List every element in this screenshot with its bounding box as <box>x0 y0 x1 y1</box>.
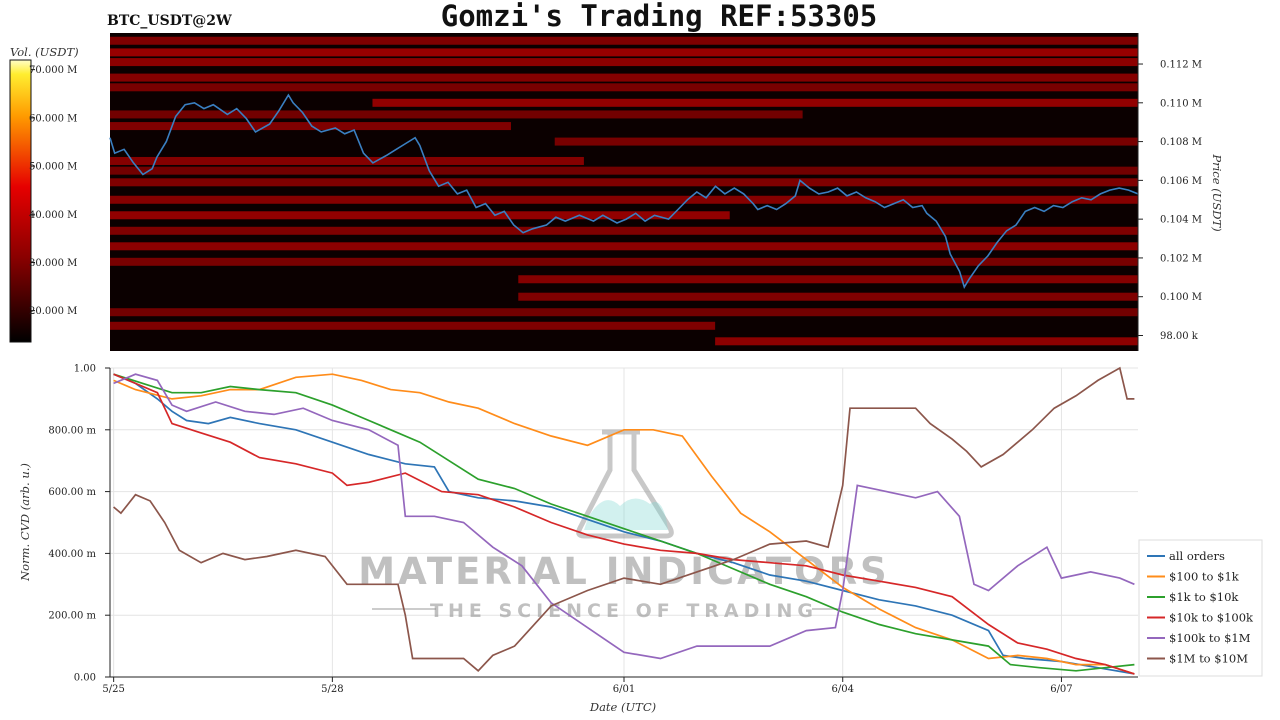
heatmap-y-axis-label: Price (USDT) <box>1210 153 1224 231</box>
cvd-series-line <box>113 373 1135 675</box>
heatmap-band <box>110 308 1138 317</box>
cvd-y-tick-label: 400.00 m <box>48 549 96 560</box>
heatmap-band <box>715 337 1138 346</box>
cvd-series-line <box>113 373 1135 675</box>
price-line-series <box>109 93 1139 289</box>
heatmap-y-tick-label: 0.102 M <box>1160 253 1202 264</box>
colorbar-tick-label: 20.000 M <box>29 306 77 317</box>
watermark: MATERIAL INDICATORS THE SCIENCE OF TRADI… <box>358 429 889 622</box>
heatmap-band <box>110 156 584 165</box>
colorbar-gradient <box>9 59 32 343</box>
cvd-y-tick-label: 200.00 m <box>48 611 96 622</box>
watermark-name: MATERIAL INDICATORS <box>358 550 889 593</box>
heatmap-band <box>110 73 1138 82</box>
heatmap-band <box>110 211 730 220</box>
legend-label: $100 to $1k <box>1169 570 1240 584</box>
heatmap-band <box>110 83 1138 92</box>
pair-label: BTC_USDT@2W <box>107 13 232 29</box>
cvd-y-tick-label: 600.00 m <box>48 487 96 498</box>
heatmap-band <box>518 275 1138 284</box>
cvd-x-tick-label: 5/28 <box>321 684 343 695</box>
heatmap-band <box>110 178 1138 187</box>
cvd-x-ticks: 5/25 5/28 6/01 6/04 6/07 <box>102 677 1073 695</box>
legend-label: $1k to $10k <box>1169 590 1239 604</box>
cvd-series-line <box>113 373 1135 675</box>
colorbar-tick-label: 30.000 M <box>29 258 77 269</box>
heatmap-band <box>110 226 1138 235</box>
heatmap-y-tick-label: 0.112 M <box>1160 60 1202 71</box>
heatmap-band <box>110 110 803 119</box>
legend-box <box>1138 539 1263 677</box>
colorbar-tick-label: 50.000 M <box>29 162 77 173</box>
cvd-x-tick-label: 5/25 <box>102 684 124 695</box>
heatmap-band <box>110 242 1138 251</box>
legend-label: $100k to $1M <box>1169 631 1251 645</box>
heatmap-band <box>110 257 1138 266</box>
heatmap-y-tick-label: 0.110 M <box>1160 98 1202 109</box>
heatmap-y-tick-label: 0.108 M <box>1160 137 1202 148</box>
cvd-panel: MATERIAL INDICATORS THE SCIENCE OF TRADI… <box>18 364 1263 714</box>
heatmap-panel: 0.112 M 0.110 M 0.108 M 0.106 M 0.104 M 0.102… <box>109 33 1224 351</box>
heatmap-y-tick-label: 0.100 M <box>1160 292 1202 303</box>
chart-title: Gomzi's Trading REF:53305 <box>441 0 878 33</box>
heatmap-band <box>518 292 1138 301</box>
cvd-y-tick-label: 1.00 <box>74 364 96 375</box>
cvd-y-tick-label: 0.00 <box>74 673 96 684</box>
colorbar-tick-label: 70.000 M <box>29 65 77 76</box>
heatmap-bands <box>110 36 1138 346</box>
cvd-series-line <box>113 366 1135 672</box>
cvd-series-line <box>113 373 1135 672</box>
heatmap-y-tick-label: 98.00 k <box>1160 331 1199 342</box>
price-line <box>109 93 1139 289</box>
heatmap-band <box>110 321 716 330</box>
legend: all orders $100 to $1k $1k to $10k $10k to … <box>1138 539 1263 677</box>
cvd-x-tick-label: 6/01 <box>613 684 635 695</box>
cvd-series-line <box>113 373 1135 660</box>
legend-label: all orders <box>1169 549 1225 563</box>
legend-items: all orders $100 to $1k $1k to $10k $10k to … <box>1147 549 1254 666</box>
heatmap-y-tick-label: 0.106 M <box>1160 176 1202 187</box>
cvd-x-axis-label: Date (UTC) <box>589 700 656 714</box>
heatmap-band <box>110 122 511 131</box>
heatmap-band <box>110 58 1138 67</box>
cvd-series <box>113 366 1135 675</box>
colorbar-tick-label: 40.000 M <box>29 210 77 221</box>
legend-label: $10k to $100k <box>1169 611 1254 625</box>
watermark-tagline: THE SCIENCE OF TRADING <box>430 600 818 622</box>
cvd-x-tick-label: 6/04 <box>831 684 853 695</box>
heatmap-y-ticks: 0.112 M 0.110 M 0.108 M 0.106 M 0.104 M 0.102… <box>1138 60 1202 342</box>
colorbar-tick-label: 60.000 M <box>29 113 77 124</box>
cvd-y-axis-label: Norm. CVD (arb. u.) <box>18 463 32 582</box>
heatmap-band <box>110 48 1138 57</box>
heatmap-band <box>372 98 1138 107</box>
cvd-y-ticks: 1.00 800.00 m 600.00 m 400.00 m 200.00 m 0.00 <box>48 364 110 684</box>
heatmap-y-tick-label: 0.104 M <box>1160 215 1202 226</box>
heatmap-band <box>110 166 1138 175</box>
heatmap-band <box>110 36 1138 45</box>
cvd-x-tick-label: 6/07 <box>1050 684 1072 695</box>
legend-label: $1M to $10M <box>1169 652 1248 666</box>
colorbar-label: Vol. (USDT) <box>10 45 79 59</box>
colorbar-ticks: 70.000 M 60.000 M 50.000 M 40.000 M 30.000 M… <box>29 65 77 317</box>
cvd-y-tick-label: 800.00 m <box>48 425 96 436</box>
colorbar: Vol. (USDT) 70.000 M 60.000 M 50.000 M 40.0… <box>9 45 79 343</box>
heatmap-band <box>110 195 1138 204</box>
heatmap-band <box>554 137 1138 146</box>
